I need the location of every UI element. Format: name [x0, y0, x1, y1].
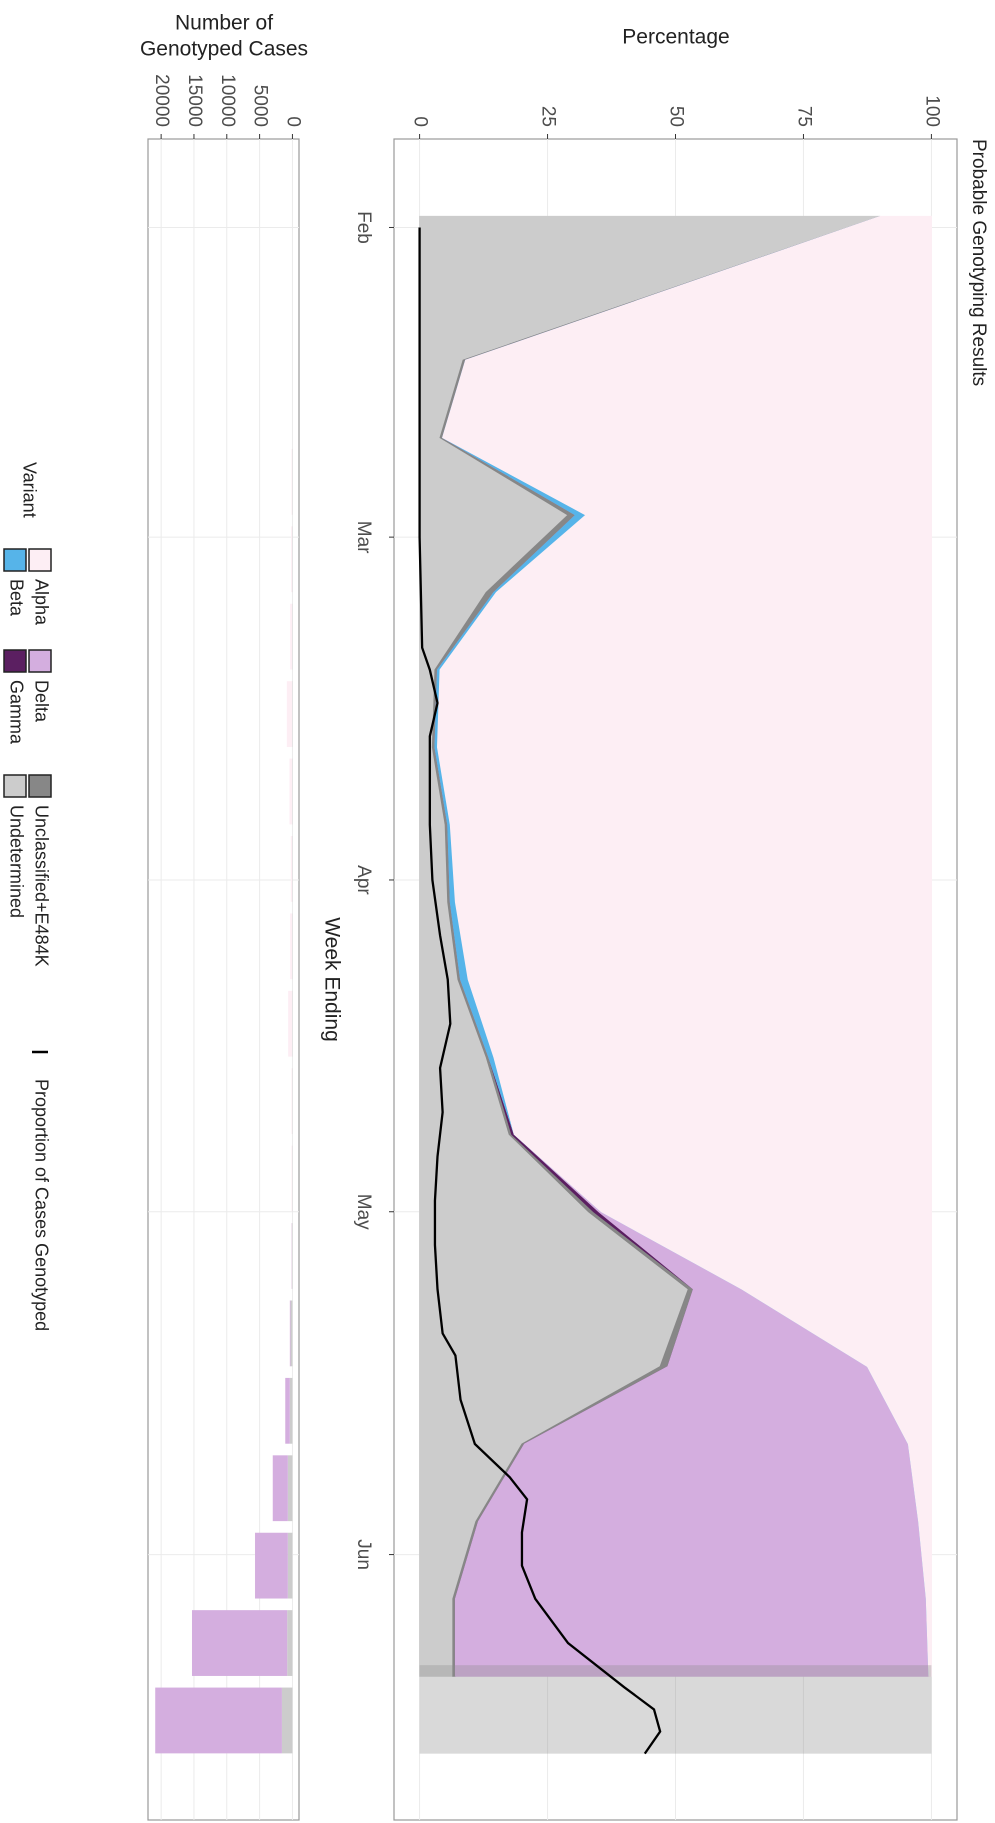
bar [290, 603, 293, 670]
bar [289, 1300, 291, 1367]
bar [286, 681, 293, 747]
panel [147, 138, 300, 1821]
bar [255, 1532, 288, 1599]
y-tick-label: 0 [410, 116, 431, 127]
legend-label: Delta [31, 680, 51, 723]
legend-label: Proportion of Cases Genotyped [31, 1079, 51, 1331]
y-tick-label: 25 [538, 106, 559, 127]
bar [191, 1610, 288, 1676]
legend-title: Variant [19, 462, 39, 518]
bar [290, 913, 293, 980]
bar [290, 836, 293, 902]
bar [272, 1455, 288, 1522]
rotated-chart: Probable Genotyping Results Week Ending Pe… [3, 12, 989, 1821]
legend-key [3, 774, 27, 798]
y-axis-title: Genotyped Cases [140, 38, 308, 61]
bar [287, 1455, 293, 1522]
line [418, 227, 662, 1755]
legend-label: Beta [6, 579, 26, 617]
x-tick-label: Feb [353, 211, 374, 244]
bar [155, 1687, 282, 1754]
y-tick-label: 75 [793, 106, 814, 127]
y-tick-label: 10000 [217, 74, 238, 127]
bar [291, 1068, 293, 1135]
x-tick-label: Mar [353, 521, 374, 554]
shaded-region [419, 1665, 932, 1754]
bar [289, 1377, 293, 1444]
y-tick-label: 5000 [250, 85, 271, 127]
y-tick-label: 100 [921, 95, 942, 127]
bar [291, 448, 293, 515]
area [437, 215, 932, 1677]
bar [285, 1377, 290, 1444]
y-tick-label: 0 [282, 116, 303, 127]
y-axis-title: Percentage [622, 26, 729, 49]
bar [281, 1687, 293, 1754]
y-tick-label: 15000 [184, 74, 205, 127]
legend-key [28, 774, 52, 798]
x-tick-label: Apr [353, 865, 374, 895]
legend-key [28, 548, 52, 572]
legend-label: Undetermined [6, 805, 26, 918]
bar [291, 1223, 293, 1289]
y-tick-label: 20000 [151, 74, 172, 127]
bar [291, 526, 293, 593]
legend-label: Unclassified+E484K [31, 805, 51, 967]
x-tick-label: Jun [353, 1539, 374, 1570]
x-axis-title: Week Ending [320, 917, 343, 1042]
bar [287, 1610, 293, 1676]
legend-key [28, 649, 52, 673]
legend-label: Gamma [6, 680, 26, 745]
legend-label: Alpha [31, 579, 51, 626]
bar [290, 1300, 293, 1367]
y-tick-label: 50 [665, 106, 686, 127]
bar [289, 758, 293, 825]
bar [288, 990, 293, 1057]
legend-key [3, 548, 27, 572]
legend-key [3, 649, 27, 673]
x-tick-label: May [353, 1194, 374, 1230]
y-axis-title: Number of [175, 12, 273, 35]
bar [287, 1532, 293, 1599]
chart-title: Probable Genotyping Results [968, 139, 989, 386]
bar [291, 1145, 293, 1212]
